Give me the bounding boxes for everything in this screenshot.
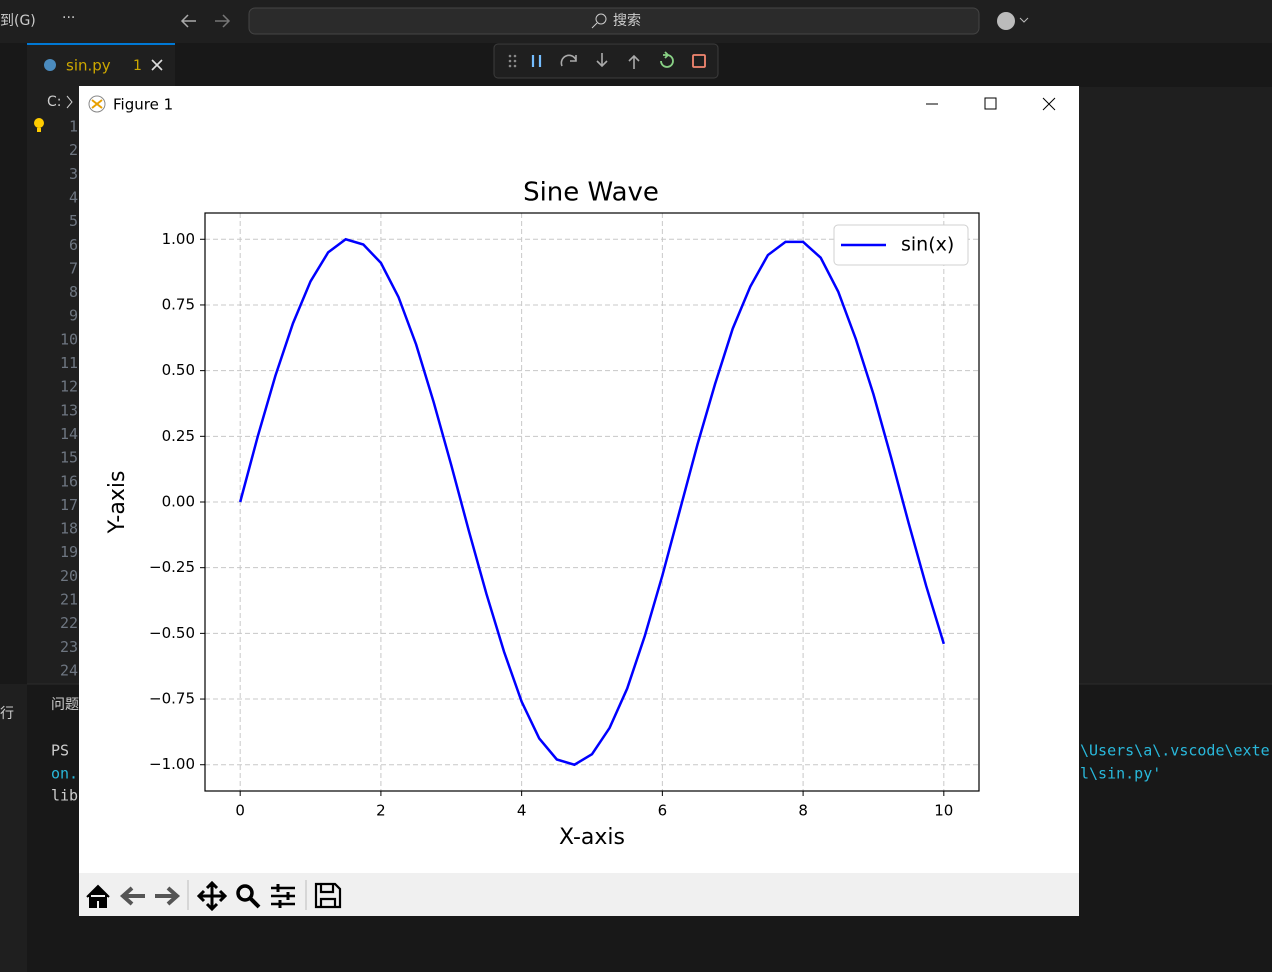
x-tick-label: 2 [376,802,386,820]
save-button[interactable] [314,882,342,909]
forward-button-fig[interactable] [155,886,181,906]
pause-button[interactable] [531,55,542,67]
line-number: 15 [60,449,78,467]
line-number: 11 [60,354,78,372]
y-axis-label: Y-axis [105,471,130,535]
pan-button[interactable] [196,880,228,912]
line-number: 18 [60,520,78,538]
search-text: 搜索 [613,12,641,29]
zoom-button[interactable] [236,884,254,902]
y-tick-label: 1.00 [162,230,195,248]
side-label: 行 [0,706,14,722]
data-line [238,237,946,767]
x-tick-label: 8 [798,802,808,820]
line-number: 14 [60,425,78,443]
search-icon [595,13,607,25]
line-number: 16 [60,472,78,490]
terminal-line: l\sin.py' [1080,765,1161,783]
line-number: 12 [60,378,78,396]
legend-box [833,224,969,266]
chart: Sine Wave X-axis Y-axis 0 2 4 6 8 10 −1.00 −0.7… [105,178,980,850]
menu-goto[interactable]: 到(G) [0,13,36,29]
x-tick-label: 10 [934,802,953,820]
window-title: Figure 1 [113,96,173,114]
figure-icon-mark [91,99,103,109]
lightbulb-base [37,128,41,132]
breadcrumb[interactable]: C: [47,94,62,110]
step-over-button[interactable] [560,54,577,67]
tab-filename[interactable]: sin.py [66,57,111,75]
home-button[interactable] [86,884,110,908]
line-number: 9 [69,307,78,325]
configure-button[interactable] [271,886,295,906]
back-button[interactable] [180,14,196,28]
search-box[interactable] [248,7,980,35]
tab-problems: 1 [133,58,142,74]
terminal-line: lib [51,787,78,805]
step-out-button[interactable] [628,54,640,69]
maximize-button[interactable] [984,97,997,110]
y-tick-label: −0.25 [149,558,195,576]
lightbulb[interactable] [34,118,44,128]
drag-handle [508,54,517,68]
line-number: 22 [60,614,78,632]
y-tick-label: 0.50 [162,361,195,379]
y-tick-label: −1.00 [149,755,195,773]
chart-title: Sine Wave [523,178,659,208]
line-number: 17 [60,496,78,514]
line-number: 7 [69,259,78,277]
y-tick-label: 0.00 [162,493,195,511]
copilot-dropdown[interactable] [1019,17,1029,23]
step-into-button[interactable] [596,53,608,68]
figure-toolbar [79,873,1079,916]
activity-bar [0,87,27,684]
line-number: 1 [69,118,78,136]
x-tick-label: 6 [658,802,668,820]
line-number: 8 [69,283,78,301]
copilot-icon[interactable] [997,12,1015,30]
line-number: 19 [60,543,78,561]
line-number: 5 [69,212,78,230]
tab-indicator [27,43,175,45]
line-number: 6 [69,236,78,254]
line-number: 10 [60,330,78,348]
close-button[interactable] [1042,97,1056,111]
back-button-fig[interactable] [119,886,145,906]
line-number: 24 [60,661,78,679]
line-number: 4 [69,188,78,206]
terminal-line: \Users\a\.vscode\exter [1080,742,1272,760]
configure-sliders [276,884,290,908]
zoom-handle [248,896,261,909]
line-number: 23 [60,638,78,656]
line-number: 2 [69,141,78,159]
y-tick-label: 0.25 [162,427,195,445]
terminal-line: on. [51,765,78,783]
restart-button[interactable] [660,51,674,68]
more-menu[interactable]: ··· [62,10,75,26]
legend-label: sin(x) [901,234,954,256]
stop-button[interactable] [692,54,706,68]
panel-tab[interactable]: 问题 [51,697,79,713]
search-icon-handle [591,22,598,29]
forward-button[interactable] [215,14,231,28]
line-number: 3 [69,165,78,183]
y-tick-label: −0.50 [149,624,195,642]
figure-window [79,86,1079,916]
x-tick-label: 0 [235,802,245,820]
terminal-line: PS [51,742,69,760]
axes-frame [204,212,980,792]
breadcrumb-chevron [66,95,73,109]
y-tick-label: 0.75 [162,295,195,313]
y-tick-label: −0.75 [149,690,195,708]
line-number: 21 [60,591,78,609]
line-number: 20 [60,567,78,585]
tab-close[interactable] [151,59,163,71]
line-number: 13 [60,401,78,419]
x-tick-label: 4 [517,802,527,820]
python-icon [44,59,56,71]
x-axis-label: X-axis [559,825,625,850]
